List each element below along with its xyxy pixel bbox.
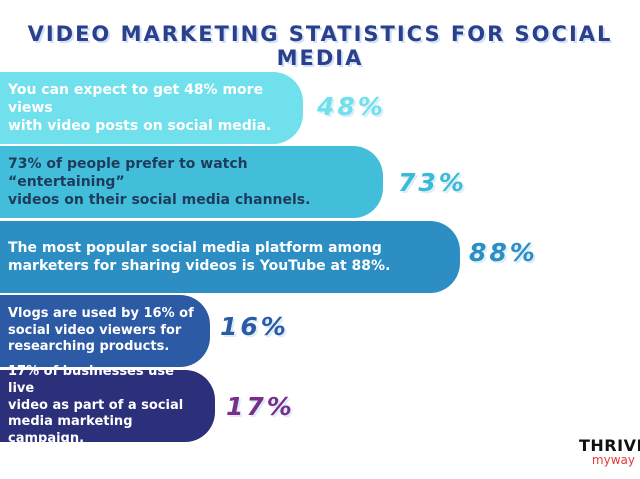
stat-text-4: Vlogs are used by 16% of social video vi… (8, 305, 194, 355)
stat-text-2: 73% of people prefer to watch “entertain… (8, 155, 311, 209)
stat-text-1: You can expect to get 48% more views wit… (8, 81, 272, 135)
stat-value-3: 88% (469, 238, 538, 267)
logo-top-text: THRIVE (579, 436, 640, 455)
stat-bar-3: The most popular social media platform a… (0, 221, 460, 293)
stat-value-5: 17% (226, 392, 295, 421)
stat-bar-1: You can expect to get 48% more views wit… (0, 72, 303, 144)
chart-title: VIDEO MARKETING STATISTICS FOR SOCIAL ME… (27, 22, 613, 70)
stat-text-3: The most popular social media platform a… (8, 239, 391, 274)
logo-bottom-text: myway (591, 453, 635, 467)
stat-bar-5: 17% of businesses use live video as part… (0, 364, 215, 446)
stat-bar-2: 73% of people prefer to watch “entertain… (0, 146, 383, 218)
stat-text-5: 17% of businesses use live video as part… (8, 363, 184, 447)
stat-value-4: 16% (220, 312, 289, 341)
stat-value-1: 48% (317, 92, 386, 121)
thrive-myway-logo: THRIVE myway (579, 436, 640, 467)
stat-value-2: 73% (398, 168, 467, 197)
stat-bar-4: Vlogs are used by 16% of social video vi… (0, 295, 210, 367)
